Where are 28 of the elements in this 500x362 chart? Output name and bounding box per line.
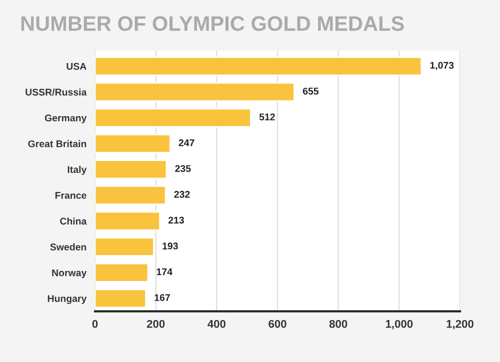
- data-label: 655: [302, 88, 319, 95]
- data-label: 1,073: [430, 62, 454, 70]
- x-tick-label: 600: [268, 320, 286, 328]
- data-label: 232: [174, 190, 190, 198]
- y-tick-label: Germany: [44, 114, 87, 124]
- y-tick-label: France: [55, 192, 86, 199]
- y-tick-label: China: [60, 217, 87, 225]
- y-tick-label: USA: [66, 62, 86, 70]
- data-label: 247: [178, 139, 194, 146]
- x-tick-label: 400: [208, 320, 226, 328]
- y-tick-label: Great Britain: [28, 140, 86, 148]
- x-tick-label: 800: [329, 320, 348, 328]
- data-label: 235: [175, 165, 191, 172]
- data-label: 167: [154, 294, 170, 302]
- data-label: 193: [162, 242, 178, 250]
- x-tick-label: 1,200: [446, 320, 474, 330]
- y-tick-label: USSR/Russia: [26, 88, 87, 96]
- data-label: 174: [156, 268, 172, 276]
- y-tick-label: Norway: [52, 269, 87, 278]
- x-tick-label: 0: [92, 320, 98, 328]
- y-tick-label: Italy: [68, 166, 87, 175]
- y-tick-label: Hungary: [48, 295, 87, 304]
- chart-title: NUMBER OF OLYMPIC GOLD MEDALS: [21, 16, 404, 31]
- x-tick-label: 1,000: [386, 320, 413, 330]
- data-label: 213: [168, 216, 184, 224]
- y-tick-label: Sweden: [50, 243, 86, 250]
- x-tick-label: 200: [146, 320, 165, 328]
- data-label: 512: [259, 114, 275, 120]
